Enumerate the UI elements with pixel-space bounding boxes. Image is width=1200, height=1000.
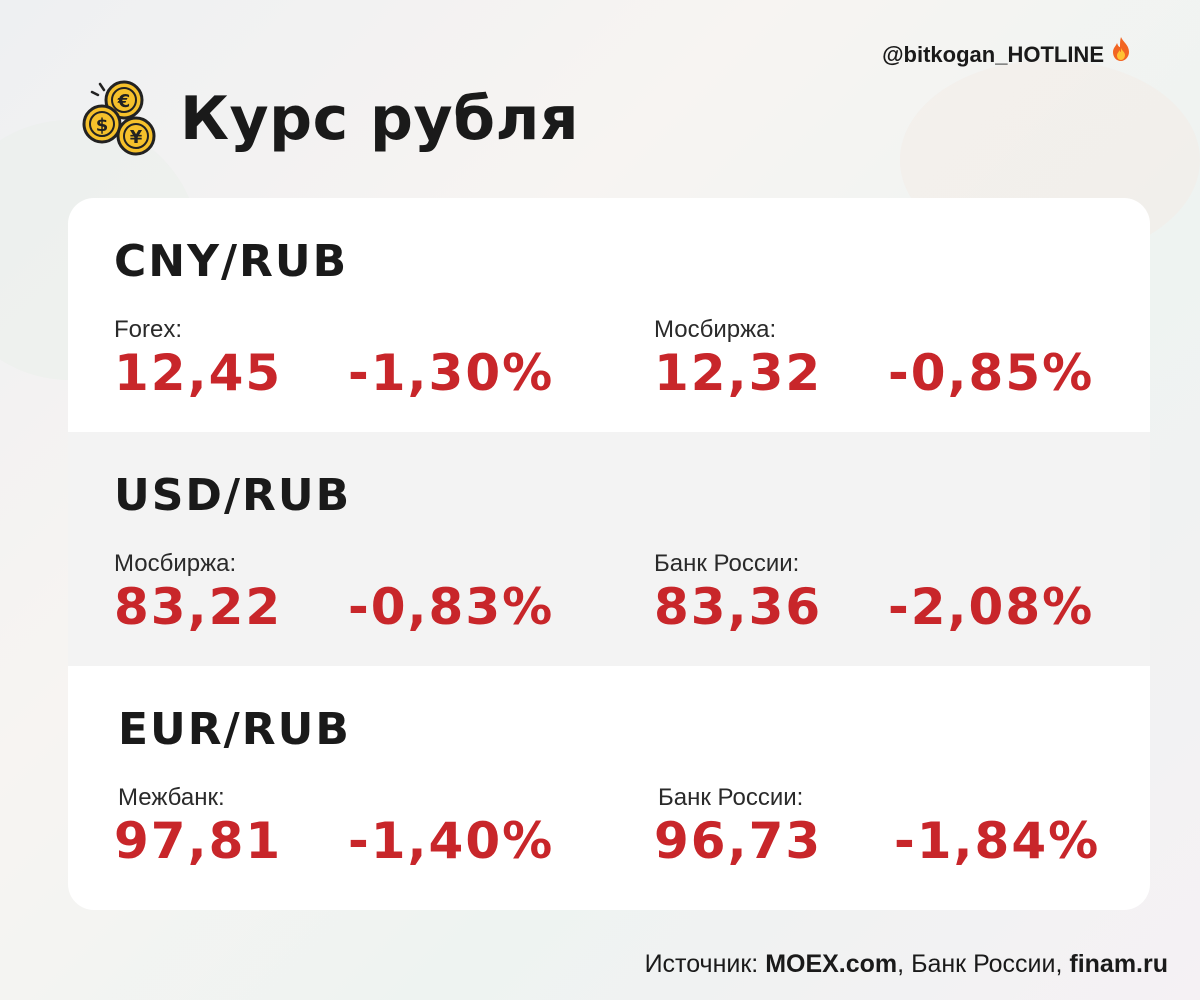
rate-row-usd: USD/RUB Мосбиржа: 83,22 -0,83% Банк Росс…	[68, 432, 1150, 666]
svg-text:€: €	[117, 91, 131, 112]
source-footer: Источник: MOEX.com, Банк России, finam.r…	[645, 950, 1168, 979]
pair-name: USD/RUB	[114, 470, 352, 521]
rate-change: -1,40%	[348, 812, 555, 870]
source-label: Мосбиржа:	[114, 550, 237, 577]
source-label: Банк России:	[658, 784, 804, 811]
source-label: Forex:	[114, 316, 183, 343]
coins-icon: € $ ¥	[80, 78, 162, 160]
rate-value: 83,36	[654, 578, 823, 636]
pair-name: EUR/RUB	[118, 704, 351, 755]
rate-change: -0,85%	[888, 344, 1095, 402]
rate-value: 12,32	[654, 344, 823, 402]
rate-value: 97,81	[114, 812, 283, 870]
rate-change: -2,08%	[888, 578, 1095, 636]
rates-card: CNY/RUB Forex: 12,45 -1,30% Мосбиржа: 12…	[68, 198, 1150, 910]
channel-handle: @bitkogan_HOTLINE	[882, 36, 1132, 68]
header: € $ ¥ Курс рубля	[80, 78, 579, 160]
rate-row-cny: CNY/RUB Forex: 12,45 -1,30% Мосбиржа: 12…	[68, 198, 1150, 432]
rate-value: 12,45	[114, 344, 283, 402]
rate-change: -1,30%	[348, 344, 555, 402]
footer-source-cbr: , Банк России,	[897, 950, 1070, 978]
rate-change: -1,84%	[894, 812, 1101, 870]
footer-prefix: Источник:	[644, 950, 766, 978]
rate-value: 96,73	[654, 812, 823, 870]
source-label: Банк России:	[654, 550, 800, 577]
handle-text: @bitkogan_HOTLINE	[882, 42, 1104, 67]
svg-text:¥: ¥	[130, 127, 143, 148]
footer-source-finam: finam.ru	[1069, 950, 1168, 978]
fire-icon	[1110, 36, 1132, 68]
rate-value: 83,22	[114, 578, 283, 636]
footer-source-moex: MOEX.com	[765, 950, 898, 978]
source-label: Мосбиржа:	[654, 316, 777, 343]
source-label: Межбанк:	[118, 784, 225, 811]
rate-row-eur: EUR/RUB Межбанк: 97,81 -1,40% Банк Росси…	[68, 666, 1150, 910]
page-title: Курс рубля	[180, 84, 579, 154]
rate-change: -0,83%	[348, 578, 555, 636]
pair-name: CNY/RUB	[114, 236, 349, 287]
svg-text:$: $	[96, 115, 109, 136]
